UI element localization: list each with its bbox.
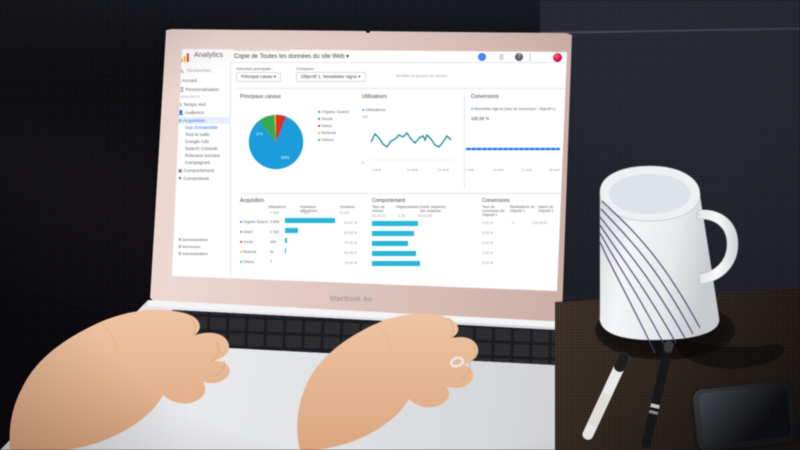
svg-text:84%: 84% (281, 155, 290, 160)
svg-text:0: 0 (362, 161, 364, 165)
svg-text:11%: 11% (256, 132, 264, 136)
svg-text:600: 600 (362, 115, 368, 119)
